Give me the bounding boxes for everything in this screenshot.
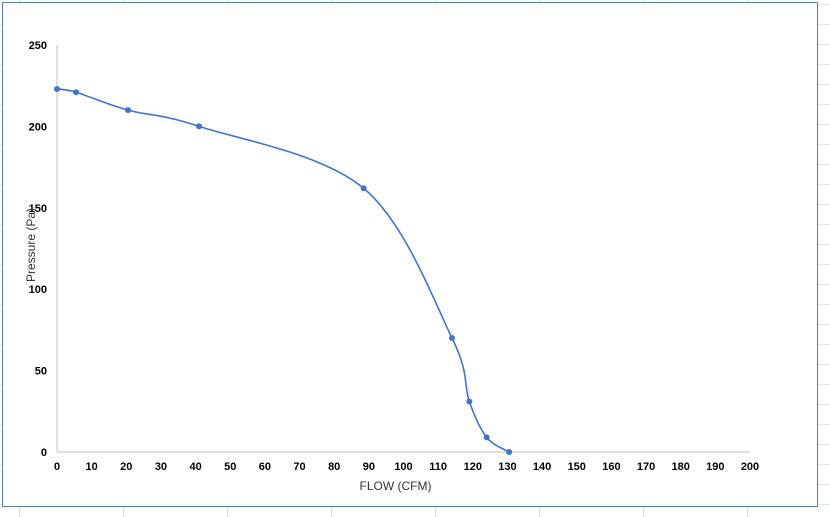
chart-area[interactable] — [2, 2, 818, 507]
x-axis-title: FLOW (CFM) — [360, 479, 432, 493]
x-tick-label: 130 — [498, 461, 516, 473]
x-tick-label: 100 — [394, 461, 412, 473]
y-tick-label: 200 — [29, 121, 47, 133]
data-point[interactable] — [483, 434, 490, 441]
x-tick-label: 70 — [293, 461, 305, 473]
x-tick-label: 90 — [363, 461, 375, 473]
x-tick-label: 110 — [429, 461, 447, 473]
data-point[interactable] — [54, 85, 60, 92]
data-point[interactable] — [196, 123, 203, 130]
x-tick-label: 20 — [120, 461, 132, 473]
x-tick-label: 140 — [533, 461, 551, 473]
y-tick-label: 150 — [29, 203, 47, 215]
x-tick-label: 30 — [155, 461, 167, 473]
data-point[interactable] — [506, 449, 513, 455]
x-tick-label: 0 — [54, 461, 60, 473]
y-tick-label: 100 — [29, 284, 47, 296]
plot-series — [54, 85, 513, 455]
x-tick-label: 50 — [224, 461, 236, 473]
y-tick-label: 0 — [41, 447, 47, 459]
x-tick-label: 190 — [706, 461, 724, 473]
data-point[interactable] — [466, 398, 473, 405]
x-tick-label: 180 — [672, 461, 690, 473]
x-tick-label: 40 — [189, 461, 201, 473]
x-tick-label: 10 — [86, 461, 98, 473]
x-tick-label: 150 — [568, 461, 586, 473]
y-axis-ticks: 0 50 100 150 200 250 — [29, 40, 47, 459]
x-tick-label: 60 — [259, 461, 271, 473]
x-tick-label: 120 — [464, 461, 482, 473]
y-tick-label: 50 — [35, 366, 47, 378]
x-tick-label: 170 — [637, 461, 655, 473]
y-axis-title: Pressure (Pa) — [24, 208, 38, 282]
series-line — [56, 88, 510, 453]
data-point[interactable] — [125, 107, 132, 114]
x-tick-label: 200 — [741, 461, 759, 473]
data-point[interactable] — [360, 185, 367, 192]
data-point[interactable] — [449, 335, 456, 342]
x-tick-label: 160 — [602, 461, 620, 473]
x-axis-ticks: 0 10 20 30 40 50 60 70 80 90 100 110 120 130 140 150 160… — [54, 461, 759, 473]
data-point[interactable] — [73, 89, 80, 96]
y-tick-label: 250 — [29, 40, 47, 52]
x-tick-label: 80 — [328, 461, 340, 473]
